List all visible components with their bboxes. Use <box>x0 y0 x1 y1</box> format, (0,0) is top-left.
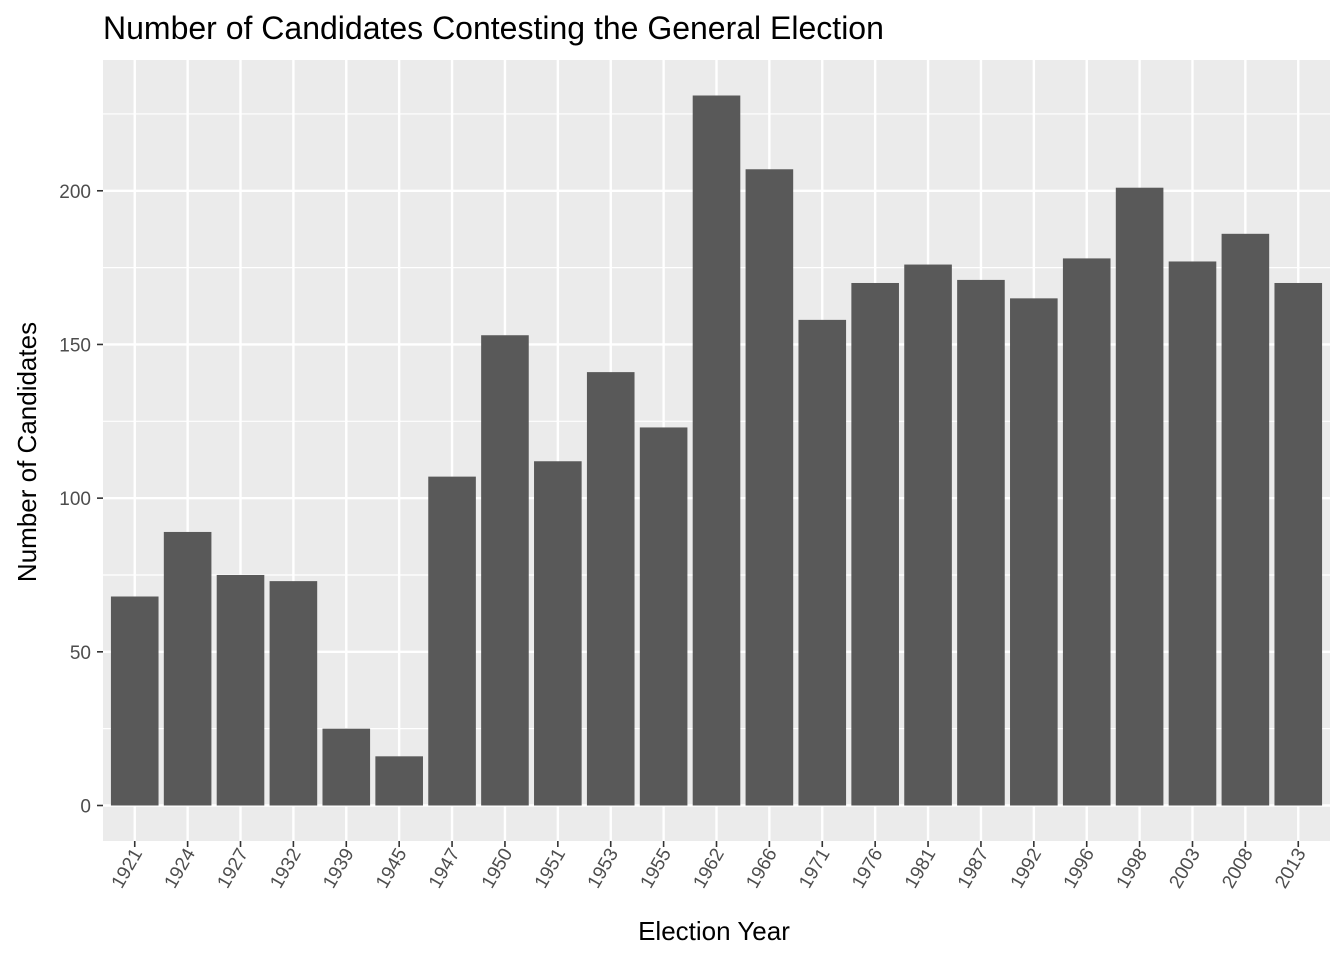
x-tick-label: 1987 <box>954 845 993 892</box>
bar-1976 <box>851 282 899 806</box>
x-tick-label: 1976 <box>848 845 887 892</box>
x-tick-label: 1953 <box>584 845 623 892</box>
x-tick-label: 2013 <box>1271 845 1310 892</box>
bar-1996 <box>1062 258 1111 806</box>
bar-1939 <box>322 728 371 806</box>
x-tick-label: 1966 <box>742 845 781 892</box>
x-tick-label: 1971 <box>795 845 834 892</box>
x-tick-label: 1924 <box>161 845 201 892</box>
x-tick-label: 1945 <box>372 845 411 892</box>
y-tick-label: 200 <box>59 182 91 203</box>
bar-2003 <box>1168 261 1217 806</box>
x-tick-label: 1947 <box>425 845 464 892</box>
bar-1951 <box>534 461 582 806</box>
bar-1953 <box>586 372 635 806</box>
x-axis-title: Election Year <box>638 916 790 946</box>
bar-1987 <box>957 279 1005 806</box>
x-tick-label: 1951 <box>531 845 570 892</box>
bar-1998 <box>1115 187 1164 806</box>
x-tick-label: 2003 <box>1165 845 1204 892</box>
y-axis-title: Number of Candidates <box>12 322 42 582</box>
bar-1945 <box>375 756 423 806</box>
x-tick-label: 1921 <box>108 845 147 892</box>
x-tick-label: 1962 <box>690 845 729 892</box>
x-tick-label: 1996 <box>1060 845 1099 892</box>
x-tick-label: 1998 <box>1113 845 1152 892</box>
chart-title: Number of Candidates Contesting the Gene… <box>103 10 884 46</box>
x-tick-label: 1955 <box>637 845 676 892</box>
bar-1992 <box>1010 298 1058 806</box>
x-tick-label: 1939 <box>319 845 358 892</box>
bar-1950 <box>481 335 529 806</box>
bar-2008 <box>1221 233 1270 806</box>
bar-1981 <box>904 264 952 806</box>
bar-1947 <box>428 476 476 806</box>
bar-1927 <box>216 574 265 806</box>
x-tick-label: 1950 <box>478 845 517 892</box>
y-tick-label: 150 <box>59 335 91 356</box>
x-tick-label: 1981 <box>901 845 940 892</box>
bar-1924 <box>163 531 212 806</box>
x-tick-label: 1927 <box>214 845 253 892</box>
x-tick-label: 1932 <box>266 845 305 892</box>
bar-1966 <box>745 169 794 806</box>
x-tick-label: 1992 <box>1007 845 1046 892</box>
bar-1921 <box>110 596 159 806</box>
y-tick-label: 100 <box>59 489 91 510</box>
x-tick-label: 2008 <box>1218 845 1257 892</box>
bar-2013 <box>1274 282 1323 806</box>
bar-1971 <box>798 319 847 806</box>
bar-1955 <box>639 427 688 806</box>
y-tick-label: 0 <box>80 797 91 818</box>
y-tick-label: 50 <box>70 643 91 664</box>
bar-1962 <box>692 95 741 806</box>
bar-1932 <box>269 581 318 806</box>
